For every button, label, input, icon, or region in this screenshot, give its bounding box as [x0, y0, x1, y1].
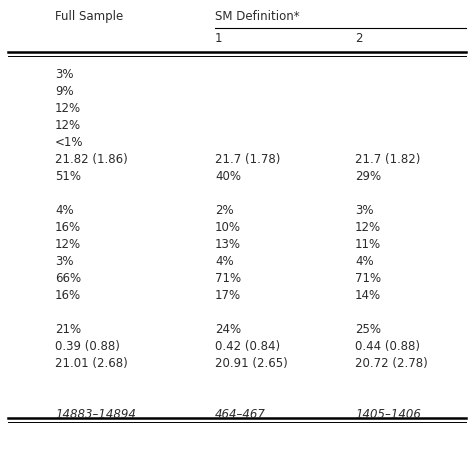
Text: 4%: 4%	[55, 204, 73, 217]
Text: 16%: 16%	[55, 289, 81, 302]
Text: 9%: 9%	[55, 85, 73, 98]
Text: 40%: 40%	[215, 170, 241, 183]
Text: 29%: 29%	[355, 170, 381, 183]
Text: 20.91 (2.65): 20.91 (2.65)	[215, 357, 288, 370]
Text: Full Sample: Full Sample	[55, 10, 123, 23]
Text: <1%: <1%	[55, 136, 83, 149]
Text: 71%: 71%	[355, 272, 381, 285]
Text: 21.7 (1.82): 21.7 (1.82)	[355, 153, 420, 166]
Text: 12%: 12%	[55, 119, 81, 132]
Text: 11%: 11%	[355, 238, 381, 251]
Text: 12%: 12%	[355, 221, 381, 234]
Text: 21.82 (1.86): 21.82 (1.86)	[55, 153, 128, 166]
Text: 24%: 24%	[215, 323, 241, 336]
Text: 12%: 12%	[55, 238, 81, 251]
Text: 25%: 25%	[355, 323, 381, 336]
Text: 66%: 66%	[55, 272, 81, 285]
Text: 16%: 16%	[55, 221, 81, 234]
Text: 20.72 (2.78): 20.72 (2.78)	[355, 357, 428, 370]
Text: 0.44 (0.88): 0.44 (0.88)	[355, 340, 420, 353]
Text: 14883–14894: 14883–14894	[55, 408, 136, 421]
Text: 21%: 21%	[55, 323, 81, 336]
Text: 3%: 3%	[55, 255, 73, 268]
Text: 2: 2	[355, 32, 363, 45]
Text: 0.42 (0.84): 0.42 (0.84)	[215, 340, 280, 353]
Text: 51%: 51%	[55, 170, 81, 183]
Text: 21.7 (1.78): 21.7 (1.78)	[215, 153, 281, 166]
Text: 71%: 71%	[215, 272, 241, 285]
Text: 464–467: 464–467	[215, 408, 266, 421]
Text: SM Definition*: SM Definition*	[215, 10, 300, 23]
Text: 1: 1	[215, 32, 222, 45]
Text: 0.39 (0.88): 0.39 (0.88)	[55, 340, 120, 353]
Text: 2%: 2%	[215, 204, 234, 217]
Text: 17%: 17%	[215, 289, 241, 302]
Text: 4%: 4%	[355, 255, 374, 268]
Text: 3%: 3%	[355, 204, 374, 217]
Text: 14%: 14%	[355, 289, 381, 302]
Text: 12%: 12%	[55, 102, 81, 115]
Text: 3%: 3%	[55, 68, 73, 81]
Text: 13%: 13%	[215, 238, 241, 251]
Text: 1405–1406: 1405–1406	[355, 408, 421, 421]
Text: 4%: 4%	[215, 255, 234, 268]
Text: 10%: 10%	[215, 221, 241, 234]
Text: 21.01 (2.68): 21.01 (2.68)	[55, 357, 128, 370]
